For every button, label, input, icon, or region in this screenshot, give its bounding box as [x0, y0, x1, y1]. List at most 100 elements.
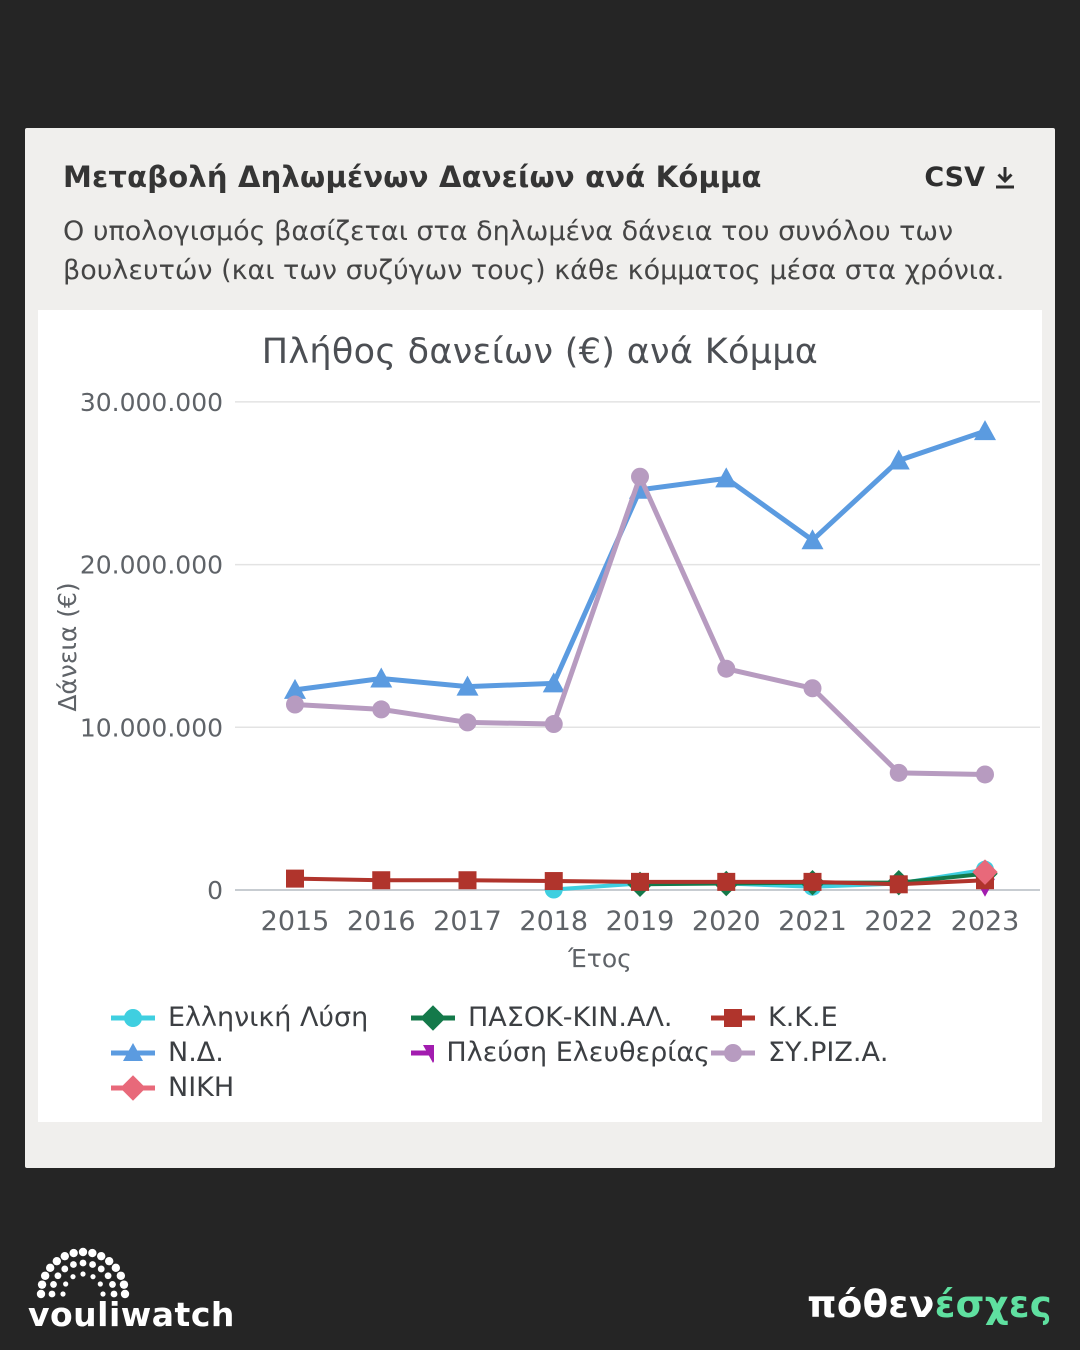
axis-text: 2015: [261, 906, 330, 937]
series-marker-triangle: [974, 420, 996, 441]
logo-dot: [100, 1291, 106, 1297]
legend-marker-icon: [111, 1008, 155, 1027]
legend-marker-icon: [411, 1044, 435, 1063]
series-marker-square: [372, 871, 391, 890]
axis-text: 10.000.000: [80, 713, 223, 742]
loans-card: Μεταβολή Δηλωμένων Δανείων ανά Κόμμα CSV…: [25, 128, 1055, 1168]
axis-text: 2019: [606, 906, 675, 937]
series-marker-diamond: [972, 859, 998, 885]
pothen-esches-logo[interactable]: πόθενέσχες: [807, 1283, 1052, 1326]
axis-text: 2022: [864, 906, 933, 937]
download-icon: [996, 166, 1014, 188]
logo-dot: [97, 1281, 103, 1287]
legend-item-Πλεύση Ελευθερίας[interactable]: Πλεύση Ελευθερίας: [410, 1037, 710, 1068]
series-marker-square: [803, 872, 822, 891]
logo-dot: [78, 1247, 88, 1257]
axis-text: Έτος: [567, 944, 632, 973]
logo-dot: [97, 1265, 105, 1273]
series-marker-diamond: [120, 1074, 146, 1101]
chart-legend: Ελληνική Λύση ΠΑΣΟΚ-ΚΙΝ.ΑΛ. Κ.Κ.Ε Ν.Δ. Πλεύσ…: [110, 1002, 889, 1103]
logo-dot: [61, 1265, 69, 1273]
legend-marker-icon: [111, 1042, 155, 1061]
legend-item-ΠΑΣΟΚ-ΚΙΝ.ΑΛ.[interactable]: ΠΑΣΟΚ-ΚΙΝ.ΑΛ.: [410, 1002, 710, 1033]
logo-dot: [63, 1281, 69, 1287]
series-marker-triangle: [542, 672, 565, 693]
pothen-logo-text-green: έσχες: [934, 1283, 1052, 1326]
logo-dot: [70, 1274, 76, 1280]
csv-label: CSV: [924, 162, 985, 193]
logo-dot: [52, 1256, 62, 1266]
series-marker-circle: [631, 467, 649, 486]
axis-text: 30.000.000: [80, 388, 223, 417]
vouliwatch-logo[interactable]: vouliwatch: [28, 1237, 268, 1334]
series-marker-circle: [717, 659, 736, 678]
logo-dot: [104, 1272, 112, 1280]
series-marker-circle: [372, 700, 391, 719]
chart-panel: Πλήθος δανείων (€) ανά Κόμμα 0 10.000.000…: [38, 310, 1042, 1122]
vouliwatch-logo-text: vouliwatch: [28, 1295, 235, 1334]
logo-dot: [119, 1280, 129, 1289]
series-marker-triangle: [801, 529, 824, 550]
vouliwatch-arch-icon: [36, 1247, 130, 1299]
legend-item-Ελληνική Λύση[interactable]: Ελληνική Λύση: [110, 1002, 410, 1033]
logo-dot: [79, 1259, 87, 1267]
series-marker-square: [286, 869, 304, 888]
series-marker-square: [889, 875, 908, 894]
series-marker-triangle: [370, 667, 393, 688]
chart-title: Πλήθος δανείων (€) ανά Κόμμα: [261, 332, 819, 372]
legend-marker-icon: [411, 1004, 455, 1031]
legend-item-ΝΙΚΗ[interactable]: ΝΙΚΗ: [110, 1072, 410, 1103]
logo-dot: [80, 1271, 86, 1277]
legend-label: ΠΑΣΟΚ-ΚΙΝ.ΑΛ.: [468, 1002, 673, 1033]
series-marker-square: [631, 872, 649, 891]
chart-canvas: 0 10.000.000 20.000.000 30.000.000 2015 2016 2…: [53, 388, 1040, 973]
series-marker-triangle: [456, 675, 479, 696]
csv-download-button[interactable]: CSV: [924, 162, 1017, 193]
series-marker-circle: [889, 763, 908, 782]
legend-item-Ν.Δ.[interactable]: Ν.Δ.: [110, 1037, 410, 1068]
logo-dot: [116, 1271, 126, 1280]
series-marker-circle: [458, 713, 477, 732]
series-marker-circle: [286, 695, 304, 714]
pothen-logo-text-white: πόθεν: [807, 1283, 935, 1326]
footer: vouliwatch πόθενέσχες: [0, 1230, 1080, 1350]
logo-dot: [89, 1261, 96, 1268]
logo-dot: [60, 1291, 66, 1297]
logo-dot: [50, 1281, 57, 1288]
axis-text: 2021: [778, 906, 847, 937]
logo-dot: [90, 1274, 96, 1280]
axis-text: 2023: [951, 906, 1020, 937]
series-marker-triangle: [887, 449, 910, 470]
series-marker-triangle: [715, 467, 738, 488]
legend-marker-icon: [711, 1008, 755, 1027]
legend-marker-icon: [111, 1074, 155, 1101]
logo-dot: [109, 1281, 116, 1288]
series-line: [294, 469, 986, 777]
series-marker-square: [544, 872, 563, 891]
axis-text: 2020: [692, 906, 761, 937]
axis-text: 2017: [433, 906, 502, 937]
legend-item-Κ.Κ.Ε[interactable]: Κ.Κ.Ε: [710, 1002, 889, 1033]
series-marker-square: [717, 872, 736, 891]
logo-dot: [120, 1289, 130, 1299]
card-header: Μεταβολή Δηλωμένων Δανείων ανά Κόμμα CSV: [25, 128, 1055, 194]
logo-dot: [37, 1280, 47, 1289]
logo-dot: [111, 1263, 121, 1273]
legend-label: Ν.Δ.: [168, 1037, 224, 1068]
legend-item-ΣΥ.ΡΙΖ.Α.[interactable]: ΣΥ.ΡΙΖ.Α.: [710, 1037, 889, 1068]
logo-dot: [88, 1248, 97, 1258]
series-marker-circle: [544, 715, 563, 734]
series-marker-diamond: [420, 1004, 446, 1031]
logo-dot: [97, 1251, 106, 1261]
series-Ν.Δ.: [284, 420, 996, 699]
series-marker-triangle-down: [423, 1044, 435, 1063]
logo-dot: [54, 1272, 62, 1280]
card-subtitle: Ο υπολογισμός βασίζεται στα δηλωμένα δάν…: [63, 216, 1005, 287]
axis-text: 20.000.000: [80, 551, 223, 580]
logo-dot: [45, 1263, 55, 1273]
series-marker-triangle: [123, 1042, 143, 1061]
series-ΣΥ.ΡΙΖ.Α.: [286, 467, 994, 784]
legend-label: Πλεύση Ελευθερίας: [446, 1037, 710, 1068]
logo-dot: [70, 1261, 77, 1268]
axis-text: 2016: [347, 906, 416, 937]
